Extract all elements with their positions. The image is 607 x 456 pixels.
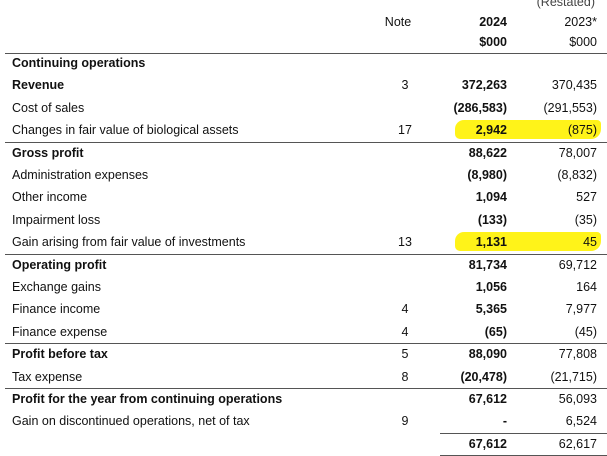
- current-value: 5,365: [475, 302, 507, 317]
- row-label: Gain on discontinued operations, net of …: [12, 414, 250, 429]
- current-value: 1,131: [475, 235, 507, 250]
- prior-value: 78,007: [558, 145, 597, 160]
- current-value: 1,094: [475, 190, 507, 205]
- prior-value: 69,712: [558, 257, 597, 272]
- prior-value: 6,524: [565, 414, 597, 429]
- row-label: Gain arising from fair value of investme…: [12, 235, 246, 250]
- highlight: [455, 232, 601, 252]
- row-label: Other income: [12, 190, 88, 205]
- row-label: Cost of sales: [12, 100, 85, 115]
- current-value: (20,478): [460, 369, 507, 384]
- current-value: (65): [484, 324, 507, 339]
- prior-value: (875): [567, 123, 597, 138]
- current-value: 2,942: [475, 123, 507, 138]
- row-label: Gross profit: [12, 145, 84, 160]
- row-note: 8: [401, 369, 409, 384]
- prior-value: 7,977: [565, 302, 597, 317]
- row-label: Finance income: [12, 302, 101, 317]
- prior-value: (21,715): [550, 369, 597, 384]
- prior-value: 77,808: [558, 347, 597, 362]
- highlight: [455, 120, 601, 140]
- row-note: 13: [398, 235, 412, 250]
- prior-value: 164: [576, 280, 597, 294]
- prior-value: (8,832): [557, 168, 597, 182]
- row-label: Tax expense: [12, 369, 83, 384]
- row-note: 4: [401, 324, 409, 339]
- prior-value: 62,617: [558, 436, 597, 451]
- prior-unit: $000: [569, 35, 597, 49]
- row-label: Profit for the year from continuing oper…: [12, 392, 283, 406]
- row-label: Impairment loss: [12, 212, 101, 227]
- current-value: 372,263: [461, 78, 507, 93]
- prior-value: 56,093: [558, 392, 597, 406]
- current-value: (8,980): [467, 168, 507, 182]
- current-value: (286,583): [453, 100, 507, 115]
- current-value: -: [502, 414, 507, 429]
- header-rule: [5, 53, 607, 54]
- row-label: Operating profit: [12, 257, 107, 272]
- total-rule: [440, 432, 607, 434]
- current-value: 67,612: [468, 392, 507, 406]
- current-value: (133): [477, 212, 507, 227]
- note-header: Note: [384, 15, 412, 29]
- current-unit: $000: [479, 35, 507, 49]
- row-rule: [5, 388, 607, 389]
- prior-value: (45): [574, 324, 597, 339]
- current-value: 88,090: [468, 347, 507, 362]
- current-year: 2024: [479, 15, 507, 29]
- row-note: 9: [401, 414, 409, 429]
- current-value: 67,612: [468, 436, 507, 451]
- row-note: 5: [401, 347, 409, 362]
- row-label: Revenue: [12, 78, 65, 93]
- prior-year: 2023*: [564, 15, 597, 29]
- row-label: Finance expense: [12, 324, 108, 339]
- prior-value: 370,435: [551, 78, 597, 93]
- row-rule: [5, 141, 607, 143]
- row-note: 17: [398, 123, 412, 138]
- restated-label: (Restated): [536, 0, 595, 9]
- row-label: Administration expenses: [12, 168, 149, 182]
- current-value: 81,734: [468, 257, 507, 272]
- current-value: 88,622: [468, 145, 507, 160]
- row-label: Changes in fair value of biological asse…: [12, 123, 239, 138]
- row-rule: [5, 343, 607, 345]
- row-label: Profit before tax: [12, 347, 108, 362]
- row-note: 3: [401, 78, 409, 93]
- row-label: Exchange gains: [12, 280, 101, 294]
- row-rule: [5, 253, 607, 255]
- total-bottom-rule: [440, 454, 607, 456]
- current-value: 1,056: [475, 280, 507, 294]
- prior-value: 45: [583, 235, 597, 250]
- row-note: 4: [401, 302, 409, 317]
- row-label: Continuing operations: [12, 56, 146, 70]
- prior-value: (291,553): [543, 100, 597, 115]
- prior-value: (35): [574, 212, 597, 227]
- prior-value: 527: [576, 190, 597, 205]
